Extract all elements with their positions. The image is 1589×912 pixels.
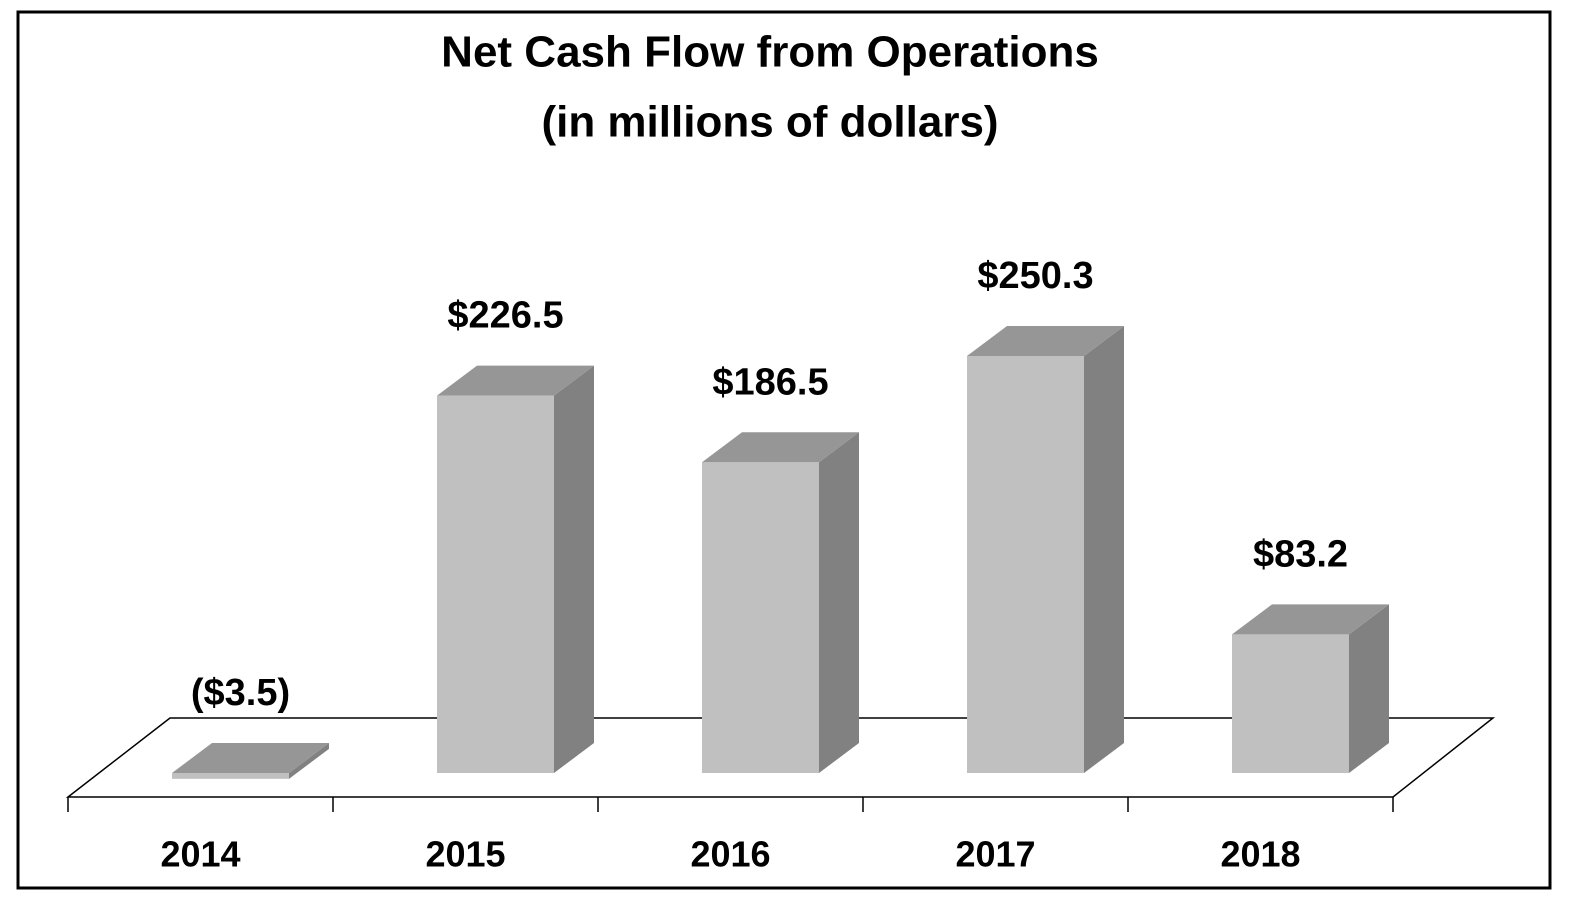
bar-side — [289, 743, 329, 779]
bar-top — [967, 326, 1124, 356]
value-label: ($3.5) — [191, 672, 290, 714]
value-label: $226.5 — [447, 295, 563, 337]
bar-side — [819, 432, 859, 773]
value-label: $186.5 — [712, 361, 828, 403]
bar-side — [1084, 326, 1124, 773]
x-tick-label: 2014 — [160, 834, 240, 875]
chart-title: Net Cash Flow from Operations — [441, 28, 1099, 77]
x-tick-label: 2016 — [690, 834, 770, 875]
bar-front — [967, 356, 1084, 773]
bar-side — [1349, 604, 1389, 773]
value-label: $250.3 — [977, 255, 1093, 297]
x-tick-label: 2017 — [955, 834, 1035, 875]
bar-top — [1232, 604, 1389, 635]
bar-front — [702, 462, 819, 773]
chart-subtitle: (in millions of dollars) — [541, 98, 998, 147]
bar-front — [437, 395, 554, 773]
bar-front — [1232, 634, 1349, 773]
bar-top — [702, 432, 859, 463]
x-tick-label: 2018 — [1220, 834, 1300, 875]
x-tick-label: 2015 — [425, 834, 505, 875]
bar-top — [437, 365, 594, 396]
bar-top — [172, 743, 329, 773]
value-label: $83.2 — [1253, 533, 1348, 575]
bar-side — [554, 365, 594, 773]
bar-front — [172, 773, 289, 779]
